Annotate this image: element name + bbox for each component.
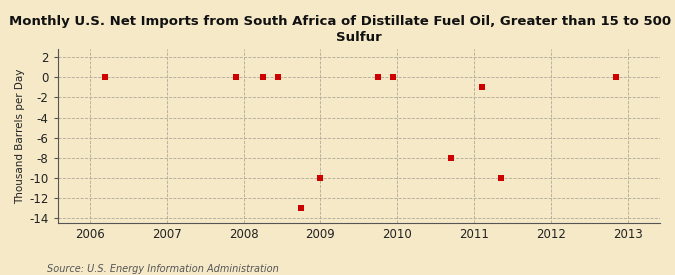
Point xyxy=(296,206,306,210)
Title: Monthly U.S. Net Imports from South Africa of Distillate Fuel Oil, Greater than : Monthly U.S. Net Imports from South Afri… xyxy=(9,15,675,44)
Point xyxy=(477,85,487,90)
Point xyxy=(100,75,111,80)
Point xyxy=(611,75,622,80)
Point xyxy=(257,75,268,80)
Point xyxy=(273,75,284,80)
Point xyxy=(495,175,506,180)
Point xyxy=(230,75,241,80)
Point xyxy=(446,155,456,160)
Point xyxy=(373,75,383,80)
Y-axis label: Thousand Barrels per Day: Thousand Barrels per Day xyxy=(15,68,25,204)
Text: Source: U.S. Energy Information Administration: Source: U.S. Energy Information Administ… xyxy=(47,264,279,274)
Point xyxy=(388,75,399,80)
Point xyxy=(315,175,326,180)
